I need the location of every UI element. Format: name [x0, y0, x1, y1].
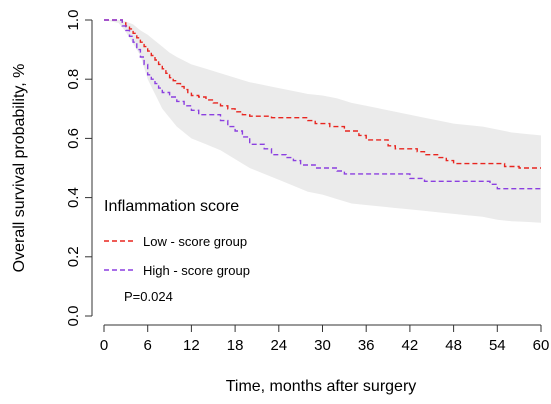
- legend-title: Inflammation score: [104, 198, 239, 215]
- legend: Inflammation score Low - score group Hig…: [104, 198, 250, 304]
- y-tick-label: 0.2: [65, 246, 82, 267]
- y-tick-label: 0.4: [65, 187, 82, 208]
- x-tick-label: 24: [270, 337, 287, 354]
- x-tick-label: 54: [489, 337, 506, 354]
- x-tick-label: 30: [314, 337, 331, 354]
- x-axis-title: Time, months after surgery: [226, 378, 417, 395]
- x-tick-label: 36: [358, 337, 375, 354]
- x-tick-label: 0: [100, 337, 108, 354]
- x-tick-label: 60: [533, 337, 550, 354]
- p-value-annotation: P=0.024: [124, 289, 173, 304]
- y-tick-label: 0.0: [65, 306, 82, 327]
- y-tick-label: 1.0: [65, 10, 82, 31]
- confidence-band-layer: [104, 20, 541, 223]
- y-axis-title: Overall survival probability, %: [11, 64, 28, 273]
- x-tick-label: 18: [227, 337, 244, 354]
- x-tick-label: 42: [402, 337, 419, 354]
- y-tick-label: 0.6: [65, 128, 82, 149]
- series-line-low-score: [104, 19, 541, 169]
- axes-layer: 0 6 12 18 24 30 36 42 48 54 60 0.0 0.2 0.4 0.6 0.8 1.0 Ti…: [11, 10, 549, 395]
- legend-label-high-score: High - score group: [143, 263, 250, 278]
- confidence-band: [104, 20, 541, 223]
- series-line-high-score: [104, 19, 541, 190]
- x-tick-label: 12: [183, 337, 200, 354]
- y-tick-label: 0.8: [65, 69, 82, 90]
- x-tick-label: 6: [144, 337, 152, 354]
- x-tick-label: 48: [445, 337, 462, 354]
- series-layer: [104, 19, 541, 190]
- legend-label-low-score: Low - score group: [143, 234, 247, 249]
